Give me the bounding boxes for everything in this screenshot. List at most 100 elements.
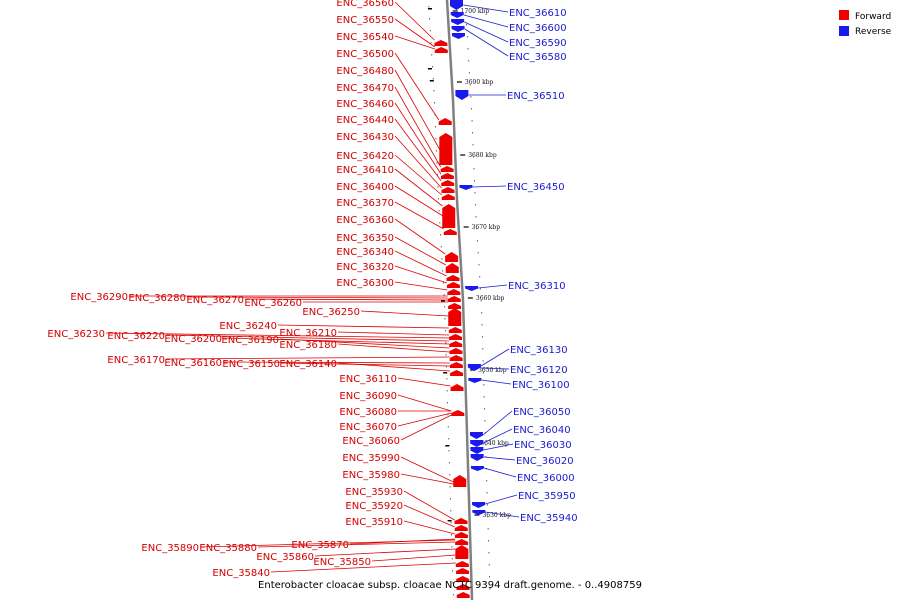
forward-gene-label[interactable]: ENC_36070 bbox=[339, 422, 397, 433]
reverse-gene-arrow bbox=[470, 447, 484, 454]
forward-gene-label[interactable]: ENC_36090 bbox=[339, 391, 397, 402]
forward-gene-label[interactable]: ENC_36080 bbox=[339, 407, 397, 418]
forward-gene-label[interactable]: ENC_36160 bbox=[164, 358, 222, 369]
forward-gene-label[interactable]: ENC_36480 bbox=[336, 66, 394, 77]
strand-dot bbox=[479, 276, 481, 278]
forward-gene-label[interactable]: ENC_36180 bbox=[279, 340, 337, 351]
forward-gene-label[interactable]: ENC_36220 bbox=[107, 331, 165, 342]
forward-gene-label[interactable]: ENC_36240 bbox=[219, 321, 277, 332]
forward-gene-label[interactable]: ENC_36210 bbox=[279, 328, 337, 339]
forward-gene-label[interactable]: ENC_35870 bbox=[291, 540, 349, 551]
forward-gene-label[interactable]: ENC_35930 bbox=[345, 487, 403, 498]
forward-gene-label[interactable]: ENC_36360 bbox=[336, 215, 394, 226]
reverse-gene-label[interactable]: ENC_36610 bbox=[509, 8, 567, 19]
forward-gene-arrow bbox=[455, 561, 469, 567]
forward-leader-line bbox=[222, 337, 450, 345]
reverse-gene-label[interactable]: ENC_36450 bbox=[507, 182, 565, 193]
forward-gene-label[interactable]: ENC_36110 bbox=[339, 374, 397, 385]
strand-dot bbox=[465, 12, 467, 14]
strand-dot bbox=[487, 528, 489, 530]
forward-gene-label[interactable]: ENC_36350 bbox=[336, 233, 394, 244]
forward-gene-label[interactable]: ENC_36550 bbox=[336, 15, 394, 26]
forward-gene-label[interactable]: ENC_35980 bbox=[342, 470, 400, 481]
forward-gene-label[interactable]: ENC_36410 bbox=[336, 165, 394, 176]
forward-gene-label[interactable]: ENC_36500 bbox=[336, 49, 394, 60]
reverse-gene-arrow bbox=[468, 378, 482, 383]
reverse-gene-label[interactable]: ENC_36590 bbox=[509, 38, 567, 49]
strand-dot bbox=[486, 504, 488, 506]
reverse-gene-label[interactable]: ENC_36030 bbox=[514, 440, 572, 451]
reverse-leader-line bbox=[483, 456, 516, 461]
strand-dot bbox=[450, 510, 452, 512]
reverse-gene-label[interactable]: ENC_36510 bbox=[507, 91, 565, 102]
forward-gene-label[interactable]: ENC_36200 bbox=[164, 334, 222, 345]
strand-dot bbox=[471, 120, 473, 122]
forward-gene-arrow bbox=[449, 348, 463, 354]
forward-gene-arrow bbox=[455, 545, 469, 559]
forward-leader-line bbox=[222, 361, 450, 364]
strand-dot bbox=[430, 42, 432, 44]
forward-gene-label[interactable]: ENC_36470 bbox=[336, 83, 394, 94]
reverse-gene-label[interactable]: ENC_36100 bbox=[512, 380, 570, 391]
reverse-gene-label[interactable]: ENC_36600 bbox=[509, 23, 567, 34]
forward-leader-line bbox=[394, 118, 442, 182]
forward-gene-label[interactable]: ENC_36140 bbox=[279, 359, 337, 370]
forward-gene-label[interactable]: ENC_35890 bbox=[141, 543, 199, 554]
forward-leader-line bbox=[270, 562, 456, 573]
forward-gene-label[interactable]: ENC_36540 bbox=[336, 32, 394, 43]
forward-gene-label[interactable]: ENC_36250 bbox=[302, 307, 360, 318]
forward-gene-label[interactable]: ENC_35880 bbox=[199, 543, 257, 554]
strand-dot bbox=[441, 258, 443, 260]
reverse-gene-arrow bbox=[467, 364, 481, 371]
forward-gene-arrow bbox=[441, 194, 455, 200]
strand-marker bbox=[447, 520, 452, 522]
forward-leader-line bbox=[394, 86, 442, 168]
reverse-gene-label[interactable]: ENC_36050 bbox=[513, 407, 571, 418]
reverse-gene-arrow bbox=[470, 440, 484, 447]
reverse-gene-label[interactable]: ENC_35950 bbox=[518, 491, 576, 502]
reverse-gene-label[interactable]: ENC_36580 bbox=[509, 52, 567, 63]
reverse-gene-label[interactable]: ENC_36000 bbox=[517, 473, 575, 484]
leader-lines bbox=[105, 1, 520, 573]
forward-gene-arrow bbox=[443, 229, 457, 235]
strand-dot bbox=[442, 282, 444, 284]
forward-gene-label[interactable]: ENC_36270 bbox=[186, 295, 244, 306]
forward-leader-line bbox=[337, 362, 451, 372]
forward-gene-label[interactable]: ENC_36170 bbox=[107, 355, 165, 366]
reverse-gene-label[interactable]: ENC_36130 bbox=[510, 345, 568, 356]
strand-dot bbox=[448, 450, 450, 452]
reverse-gene-label[interactable]: ENC_36040 bbox=[513, 425, 571, 436]
forward-gene-label[interactable]: ENC_36370 bbox=[336, 198, 394, 209]
forward-gene-label[interactable]: ENC_36400 bbox=[336, 182, 394, 193]
reverse-gene-label[interactable]: ENC_35940 bbox=[520, 513, 578, 524]
strand-dot bbox=[429, 18, 431, 20]
forward-gene-label[interactable]: ENC_36060 bbox=[342, 436, 400, 447]
forward-gene-label[interactable]: ENC_35990 bbox=[342, 453, 400, 464]
forward-gene-label[interactable]: ENC_36460 bbox=[336, 99, 394, 110]
forward-leader-line bbox=[394, 52, 440, 121]
forward-leader-line bbox=[394, 69, 441, 151]
forward-gene-label[interactable]: ENC_36420 bbox=[336, 151, 394, 162]
forward-gene-label[interactable]: ENC_36280 bbox=[128, 293, 186, 304]
forward-gene-label[interactable]: ENC_36340 bbox=[336, 247, 394, 258]
forward-gene-label[interactable]: ENC_36440 bbox=[336, 115, 394, 126]
reverse-gene-label[interactable]: ENC_36120 bbox=[510, 365, 568, 376]
forward-gene-label[interactable]: ENC_35840 bbox=[212, 568, 270, 579]
forward-gene-label[interactable]: ENC_36300 bbox=[336, 278, 394, 289]
forward-gene-label[interactable]: ENC_36560 bbox=[336, 0, 394, 9]
forward-gene-label[interactable]: ENC_36190 bbox=[221, 335, 279, 346]
forward-gene-label[interactable]: ENC_35920 bbox=[345, 501, 403, 512]
forward-gene-arrow bbox=[450, 384, 464, 391]
forward-gene-label[interactable]: ENC_35910 bbox=[345, 517, 403, 528]
reverse-gene-label[interactable]: ENC_36020 bbox=[516, 456, 574, 467]
forward-gene-label[interactable]: ENC_36320 bbox=[336, 262, 394, 273]
reverse-leader-line bbox=[482, 410, 513, 436]
forward-gene-label[interactable]: ENC_36260 bbox=[244, 298, 302, 309]
forward-gene-label[interactable]: ENC_36430 bbox=[336, 132, 394, 143]
forward-gene-label[interactable]: ENC_35850 bbox=[313, 557, 371, 568]
reverse-gene-label[interactable]: ENC_36310 bbox=[508, 281, 566, 292]
forward-gene-label[interactable]: ENC_35860 bbox=[256, 552, 314, 563]
forward-gene-label[interactable]: ENC_36290 bbox=[70, 292, 128, 303]
forward-gene-label[interactable]: ENC_36230 bbox=[47, 329, 105, 340]
forward-gene-label[interactable]: ENC_36150 bbox=[222, 359, 280, 370]
